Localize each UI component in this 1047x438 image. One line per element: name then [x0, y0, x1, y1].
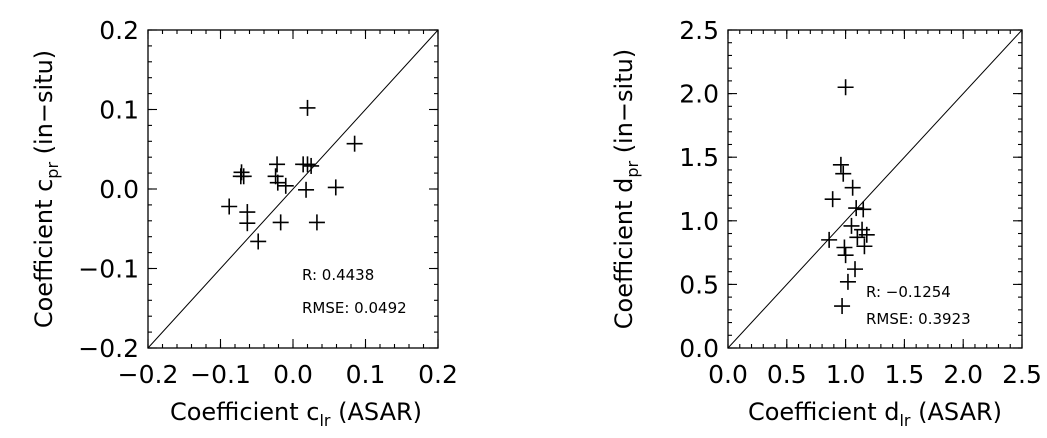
- x-axis-label: Coefficient dlr (ASAR): [748, 398, 1002, 430]
- data-point: [272, 214, 289, 231]
- data-point: [824, 191, 841, 208]
- data-point: [346, 135, 363, 152]
- data-point: [843, 217, 860, 234]
- scatter-plot-d-coefficient: 0.0 0.5 1.0 1.5 2.0 2.5 0.0 0.5 1.0 1.5 2.0 2.5 R: −…: [610, 16, 1042, 430]
- data-point: [832, 156, 849, 173]
- data-point: [837, 79, 854, 96]
- y-axis-label: Coefficient dpr (in−situ): [610, 49, 642, 329]
- x-tick-label: 0.1: [346, 360, 386, 389]
- data-point: [856, 238, 873, 255]
- data-point: [855, 201, 872, 218]
- data-point: [277, 177, 294, 194]
- scatter-plot-c-coefficient: −0.2 −0.1 0.0 0.1 0.2 −0.2 −0.1 0.0 0.1 0.2 R: 0.4…: [30, 16, 458, 430]
- data-point: [849, 229, 866, 246]
- data-point: [308, 214, 325, 231]
- data-point: [836, 239, 853, 256]
- x-tick-label: −0.1: [190, 360, 251, 389]
- data-point: [239, 215, 256, 232]
- x-tick-label: 1.0: [826, 360, 866, 389]
- y-tick-label: −0.2: [78, 334, 139, 363]
- y-tick-label: 1.0: [679, 207, 719, 236]
- data-point: [269, 174, 286, 191]
- y-tick-label: 2.5: [679, 16, 719, 45]
- data-point: [221, 198, 238, 215]
- correlation-label: R: 0.4438: [302, 266, 374, 284]
- x-axis-label: Coefficient clr (ASAR): [170, 398, 422, 430]
- x-tick-label: 0.0: [273, 360, 313, 389]
- data-point: [837, 247, 854, 264]
- y-tick-label: 1.5: [679, 143, 719, 172]
- y-tick-label: 0.1: [99, 96, 139, 125]
- data-point: [250, 233, 267, 250]
- y-tick-label: 0.5: [679, 270, 719, 299]
- data-point: [847, 261, 864, 278]
- y-tick-label: 0.2: [99, 16, 139, 45]
- data-point: [299, 99, 316, 116]
- y-tick-label: 0.0: [99, 175, 139, 204]
- one-to-one-line: [727, 29, 1023, 349]
- data-point: [844, 179, 861, 196]
- data-point: [269, 156, 286, 173]
- y-axis-label: Coefficient cpr (in−situ): [30, 50, 62, 328]
- y-tick-label: −0.1: [78, 255, 139, 284]
- data-point: [235, 168, 252, 185]
- data-point: [821, 231, 838, 248]
- x-tick-label: 2.0: [943, 360, 983, 389]
- x-tick-label: 0.0: [708, 360, 748, 389]
- data-point: [327, 179, 344, 196]
- data-point: [299, 156, 316, 173]
- correlation-label: R: −0.1254: [866, 283, 951, 301]
- data-point: [858, 226, 875, 243]
- data-point: [303, 157, 320, 174]
- rmse-label: RMSE: 0.0492: [302, 299, 407, 317]
- data-point: [298, 181, 315, 198]
- data-point: [834, 298, 851, 315]
- x-tick-label: 0.2: [418, 360, 458, 389]
- x-tick-label: 2.5: [1002, 360, 1042, 389]
- rmse-label: RMSE: 0.3923: [866, 310, 971, 328]
- x-tick-label: 1.5: [885, 360, 925, 389]
- data-point: [839, 273, 856, 290]
- x-tick-label: −0.2: [118, 360, 179, 389]
- data-point: [267, 168, 284, 185]
- x-tick-label: 0.5: [767, 360, 807, 389]
- y-tick-label: 2.0: [679, 80, 719, 109]
- data-point: [835, 165, 852, 182]
- y-tick-label: 0.0: [679, 334, 719, 363]
- one-to-one-line: [147, 29, 439, 349]
- plot-frame: [727, 29, 1023, 349]
- data-point: [848, 200, 865, 217]
